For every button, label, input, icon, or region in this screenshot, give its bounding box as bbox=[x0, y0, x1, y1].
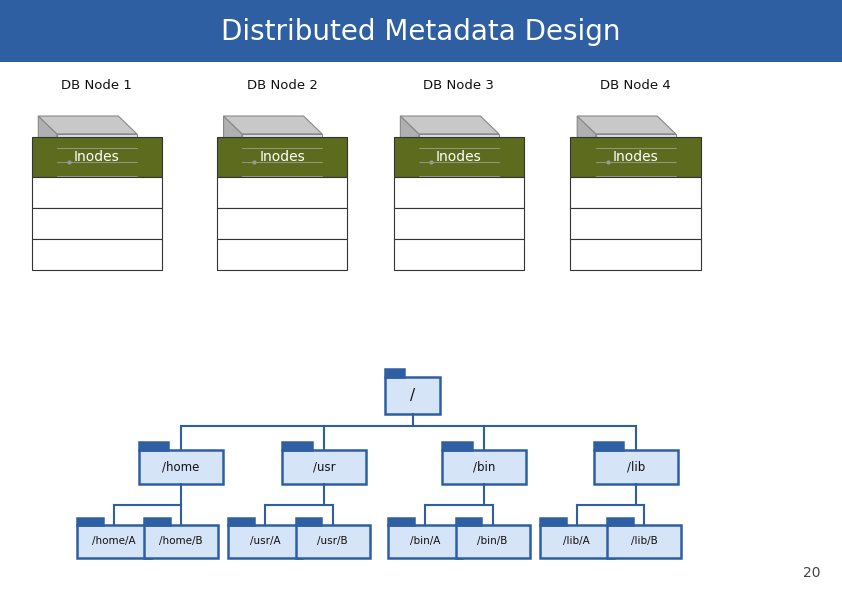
FancyBboxPatch shape bbox=[394, 208, 525, 239]
Text: DB Node 4: DB Node 4 bbox=[600, 79, 671, 92]
Text: /usr/A: /usr/A bbox=[250, 537, 280, 546]
FancyBboxPatch shape bbox=[394, 137, 525, 177]
Polygon shape bbox=[578, 116, 596, 190]
FancyBboxPatch shape bbox=[607, 525, 681, 558]
Polygon shape bbox=[144, 518, 170, 525]
FancyBboxPatch shape bbox=[571, 239, 701, 270]
Text: Distributed Metadata Design: Distributed Metadata Design bbox=[221, 17, 621, 46]
Polygon shape bbox=[224, 116, 242, 190]
Polygon shape bbox=[540, 518, 566, 525]
FancyBboxPatch shape bbox=[32, 239, 162, 270]
Text: Inodes: Inodes bbox=[613, 150, 658, 164]
FancyBboxPatch shape bbox=[456, 525, 530, 558]
FancyBboxPatch shape bbox=[394, 239, 525, 270]
FancyBboxPatch shape bbox=[217, 177, 347, 208]
Text: Inodes: Inodes bbox=[259, 150, 305, 164]
FancyBboxPatch shape bbox=[217, 239, 347, 270]
FancyBboxPatch shape bbox=[32, 208, 162, 239]
Polygon shape bbox=[388, 518, 414, 525]
FancyBboxPatch shape bbox=[242, 134, 322, 190]
Text: /usr/B: /usr/B bbox=[317, 537, 348, 546]
Polygon shape bbox=[39, 116, 57, 190]
FancyBboxPatch shape bbox=[296, 525, 370, 558]
Text: /usr: /usr bbox=[313, 461, 335, 474]
Polygon shape bbox=[77, 518, 103, 525]
Text: DB Node 3: DB Node 3 bbox=[424, 79, 494, 92]
FancyBboxPatch shape bbox=[32, 177, 162, 208]
FancyBboxPatch shape bbox=[77, 525, 151, 558]
Text: /home/A: /home/A bbox=[92, 537, 136, 546]
FancyBboxPatch shape bbox=[32, 137, 162, 177]
Text: /home: /home bbox=[163, 461, 200, 474]
Text: /bin/A: /bin/A bbox=[410, 537, 440, 546]
FancyBboxPatch shape bbox=[394, 177, 525, 208]
Text: /: / bbox=[410, 388, 415, 403]
FancyBboxPatch shape bbox=[144, 525, 218, 558]
FancyBboxPatch shape bbox=[540, 525, 614, 558]
Text: /lib/B: /lib/B bbox=[631, 537, 658, 546]
FancyBboxPatch shape bbox=[217, 208, 347, 239]
FancyBboxPatch shape bbox=[0, 0, 842, 62]
FancyBboxPatch shape bbox=[217, 137, 347, 177]
Polygon shape bbox=[139, 442, 168, 450]
Text: /lib/A: /lib/A bbox=[563, 537, 590, 546]
Polygon shape bbox=[594, 442, 623, 450]
Text: DB Node 1: DB Node 1 bbox=[61, 79, 132, 92]
Polygon shape bbox=[39, 116, 137, 134]
FancyBboxPatch shape bbox=[388, 525, 462, 558]
FancyBboxPatch shape bbox=[596, 134, 676, 190]
Polygon shape bbox=[401, 116, 419, 190]
Text: Inodes: Inodes bbox=[74, 150, 120, 164]
FancyBboxPatch shape bbox=[386, 377, 440, 414]
Polygon shape bbox=[442, 442, 472, 450]
Text: /bin: /bin bbox=[473, 461, 495, 474]
FancyBboxPatch shape bbox=[57, 134, 137, 190]
Text: /bin/B: /bin/B bbox=[477, 537, 508, 546]
Polygon shape bbox=[607, 518, 633, 525]
FancyBboxPatch shape bbox=[594, 450, 678, 484]
FancyBboxPatch shape bbox=[571, 177, 701, 208]
Polygon shape bbox=[282, 442, 312, 450]
FancyBboxPatch shape bbox=[571, 137, 701, 177]
Polygon shape bbox=[228, 518, 254, 525]
Text: /lib: /lib bbox=[626, 461, 645, 474]
FancyBboxPatch shape bbox=[442, 450, 526, 484]
Polygon shape bbox=[578, 116, 676, 134]
Polygon shape bbox=[401, 116, 499, 134]
Polygon shape bbox=[456, 518, 482, 525]
Polygon shape bbox=[224, 116, 322, 134]
Polygon shape bbox=[386, 369, 404, 377]
FancyBboxPatch shape bbox=[571, 208, 701, 239]
Text: 20: 20 bbox=[803, 566, 821, 580]
Text: Inodes: Inodes bbox=[436, 150, 482, 164]
Text: DB Node 2: DB Node 2 bbox=[247, 79, 317, 92]
FancyBboxPatch shape bbox=[419, 134, 499, 190]
FancyBboxPatch shape bbox=[228, 525, 302, 558]
FancyBboxPatch shape bbox=[282, 450, 366, 484]
Text: /home/B: /home/B bbox=[159, 537, 203, 546]
Polygon shape bbox=[296, 518, 322, 525]
FancyBboxPatch shape bbox=[139, 450, 223, 484]
